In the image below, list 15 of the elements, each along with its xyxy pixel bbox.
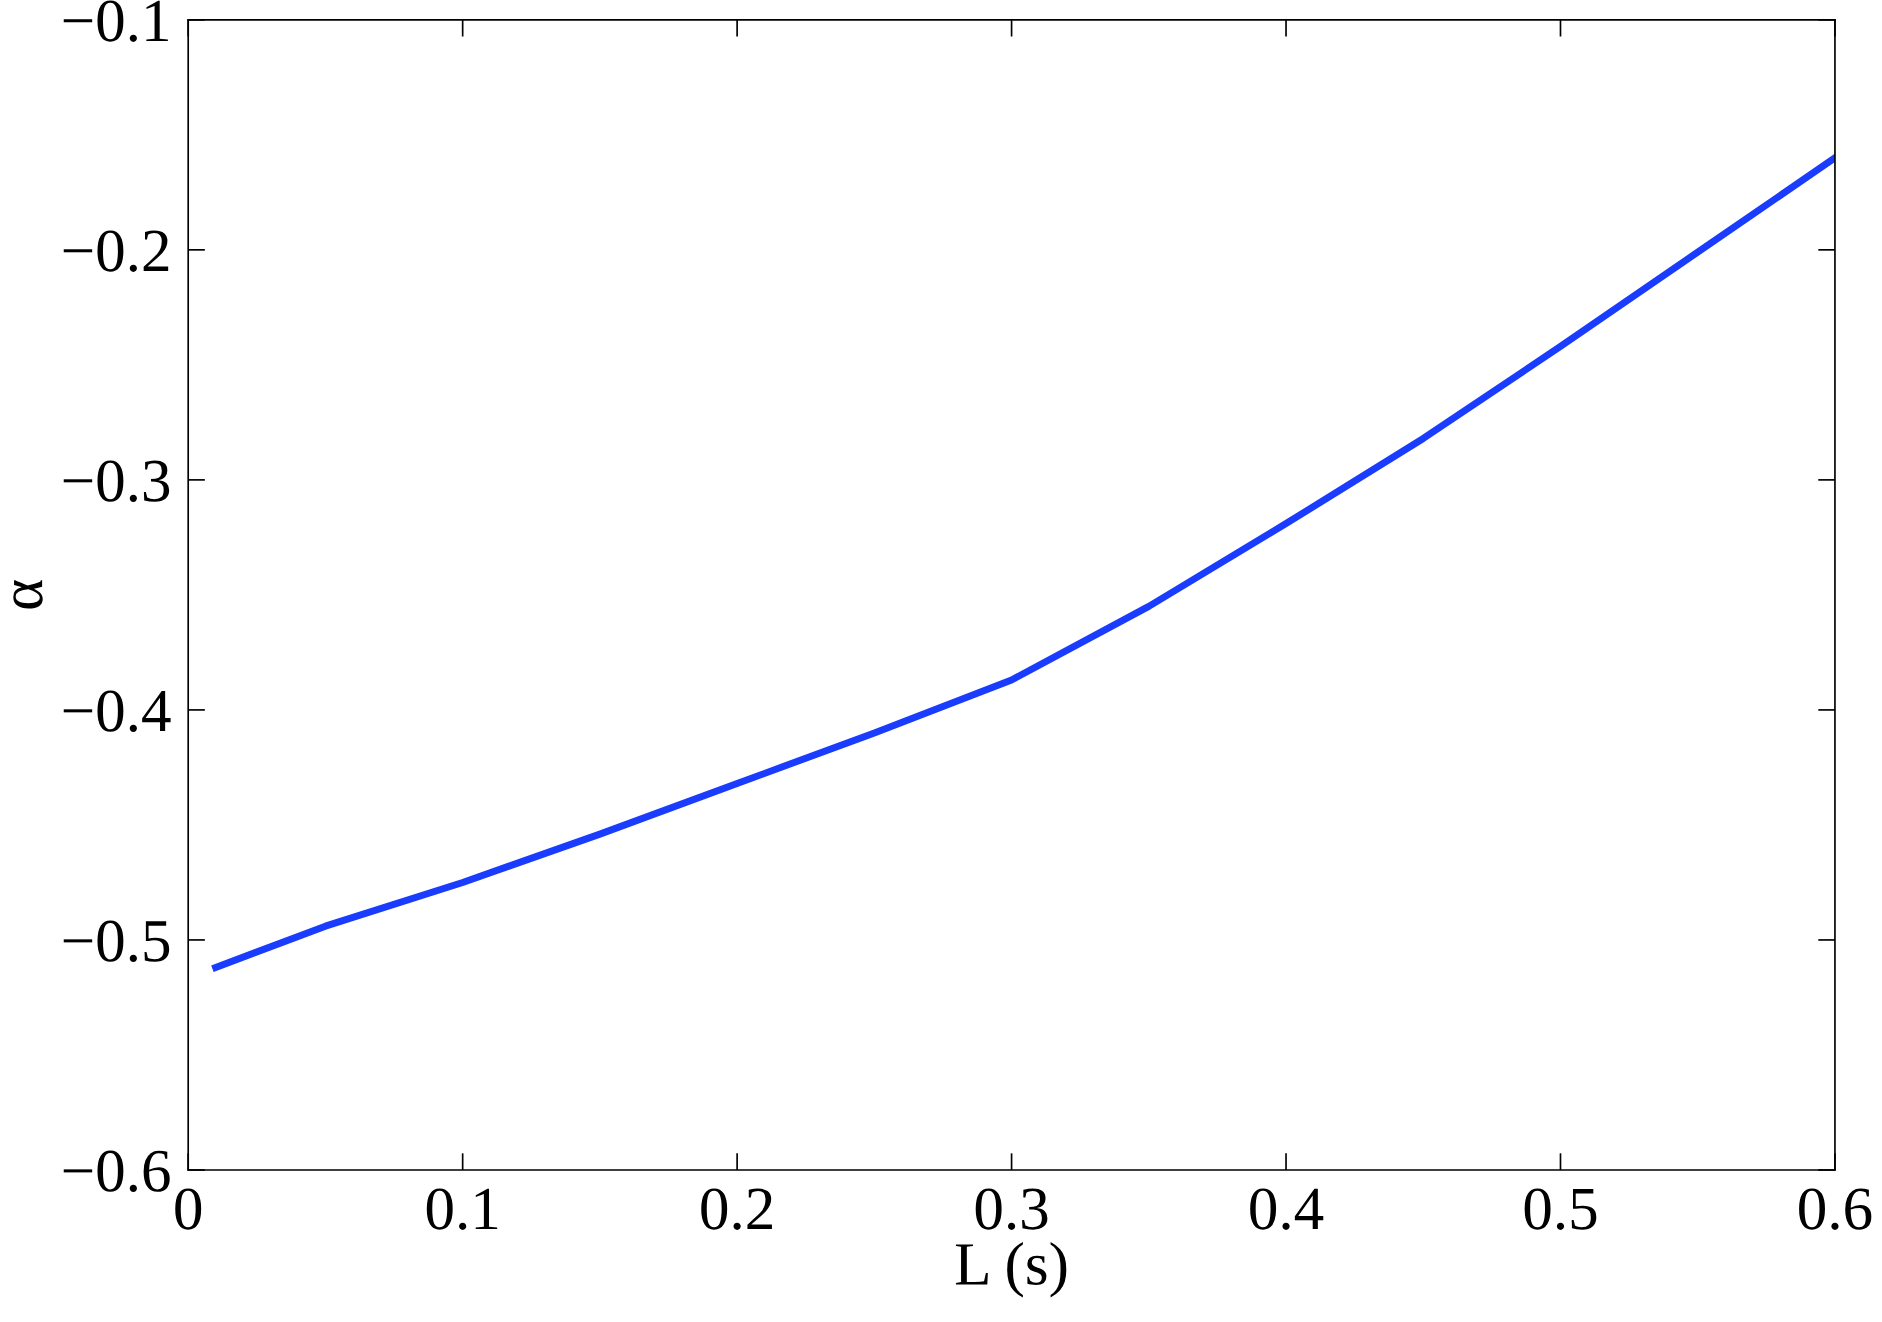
x-axis-title: L (s) (955, 1242, 1067, 1298)
y-tick-label: −0.2 (63, 230, 169, 272)
x-tick-label: 0.5 (1524, 1188, 1597, 1230)
x-tick-label: 0.6 (1799, 1188, 1872, 1230)
y-tick-label: −0.1 (63, 0, 168, 42)
x-tick-label: 0.1 (426, 1188, 498, 1230)
x-tick-label: 0.4 (1250, 1188, 1324, 1230)
y-tick-label: −0.6 (63, 1150, 170, 1193)
x-tick-label: 0 (175, 1188, 202, 1230)
y-tick-label: −0.4 (63, 690, 171, 732)
x-tick-label: 0.2 (701, 1188, 772, 1230)
x-tick-label: 0.3 (975, 1188, 1048, 1230)
y-axis-title: α (13, 580, 43, 609)
y-tick-label: −0.5 (63, 920, 170, 963)
y-tick-label: −0.3 (63, 460, 170, 502)
